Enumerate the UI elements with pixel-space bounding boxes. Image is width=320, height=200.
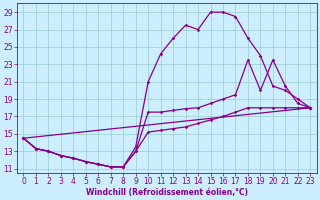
X-axis label: Windchill (Refroidissement éolien,°C): Windchill (Refroidissement éolien,°C) bbox=[86, 188, 248, 197]
